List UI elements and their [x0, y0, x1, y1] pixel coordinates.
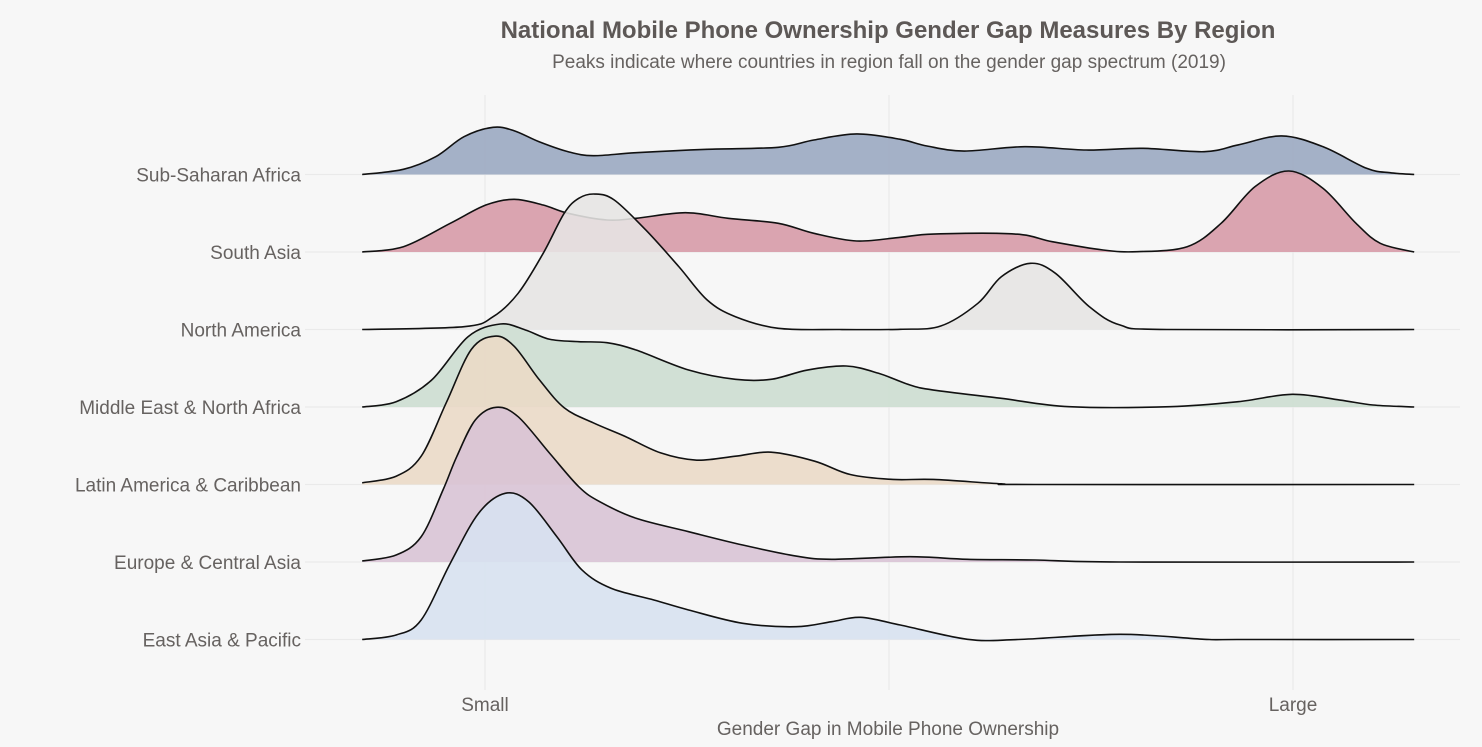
ridge-middle-east-north-africa	[362, 323, 1415, 409]
ridge-east-asia-pacific	[362, 492, 1415, 642]
chart-subtitle: Peaks indicate where countries in region…	[552, 52, 1226, 73]
density-area-north-america	[362, 193, 1415, 330]
y-label-south-asia: South Asia	[210, 243, 301, 264]
chart-title: National Mobile Phone Ownership Gender G…	[501, 17, 1276, 44]
ridge-latin-america-caribbean	[362, 335, 1415, 486]
density-line-east-asia-pacific	[362, 492, 1415, 642]
x-tick-label-small: Small	[461, 695, 509, 716]
x-axis-title: Gender Gap in Mobile Phone Ownership	[717, 719, 1059, 740]
density-line-europe-central-asia	[362, 406, 1415, 563]
ridge-layer	[362, 126, 1415, 642]
y-label-north-america: North America	[181, 321, 302, 342]
y-label-europe-central-asia: Europe & Central Asia	[114, 553, 301, 574]
x-tick-label-large: Large	[1269, 695, 1318, 716]
ridge-north-america	[362, 193, 1415, 331]
density-line-south-asia	[362, 170, 1415, 253]
density-line-north-america	[362, 193, 1415, 331]
y-axis-labels: Sub-Saharan Africa South Asia North Amer…	[75, 166, 301, 652]
y-label-latin-america-caribbean: Latin America & Caribbean	[75, 476, 301, 497]
density-area-east-asia-pacific	[362, 492, 1415, 641]
density-line-middle-east-north-africa	[362, 323, 1415, 409]
ridge-sub-saharan-africa	[362, 126, 1415, 176]
density-line-latin-america-caribbean	[362, 335, 1415, 486]
density-area-latin-america-caribbean	[362, 336, 1415, 485]
density-line-sub-saharan-africa	[362, 126, 1415, 176]
density-area-sub-saharan-africa	[362, 127, 1415, 175]
y-label-middle-east-north-africa: Middle East & North Africa	[79, 398, 301, 419]
y-label-east-asia-pacific: East Asia & Pacific	[143, 631, 301, 652]
density-area-europe-central-asia	[362, 407, 1415, 563]
x-axis-ticks: Small Large	[461, 695, 1317, 716]
density-area-middle-east-north-africa	[362, 323, 1415, 408]
ridge-europe-central-asia	[362, 406, 1415, 563]
y-label-sub-saharan-africa: Sub-Saharan Africa	[136, 166, 301, 187]
